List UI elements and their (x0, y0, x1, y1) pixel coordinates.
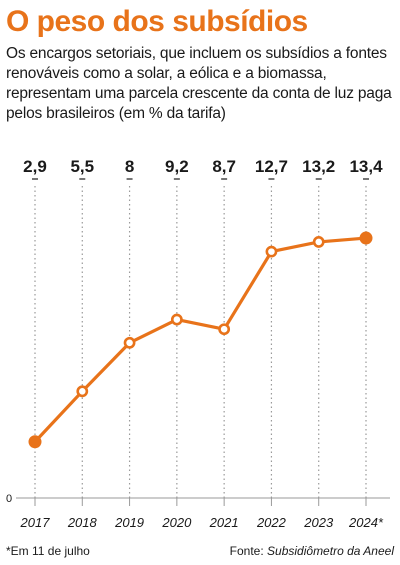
x-tick-label-2021: 2021 (209, 515, 239, 530)
line-chart: 0 2017 2018 2019 2020 2021 2022 2023 2024* 2,9 5,… (6, 160, 390, 530)
axis-layer: 0 2017 2018 2019 2020 2021 2022 2023 2024* (6, 493, 390, 530)
chart-subtitle: Os encargos setoriais, que incluem os su… (6, 45, 392, 122)
source-prefix: Fonte: (229, 544, 268, 558)
y-zero-label: 0 (6, 493, 12, 505)
data-label-2020: 9,2 (165, 160, 189, 176)
x-tick-label-2020: 2020 (161, 515, 192, 530)
data-point-2019 (123, 336, 136, 349)
data-label-2018: 5,5 (70, 160, 94, 176)
data-point-2017 (28, 435, 42, 449)
data-label-2022: 12,7 (255, 160, 288, 176)
data-label-2017: 2,9 (23, 160, 47, 176)
data-point-2020 (170, 313, 183, 326)
data-point-2023 (312, 236, 325, 248)
x-tick-label-2023: 2023 (303, 515, 334, 530)
source-credit: Fonte: Subsidiômetro da Aneel (230, 544, 394, 558)
series-line (33, 236, 368, 444)
x-tick-label-2022: 2022 (256, 515, 287, 530)
data-label-2024*: 13,4 (349, 160, 383, 176)
grid-layer (32, 178, 369, 498)
data-point-2022 (265, 245, 278, 258)
data-label-2019: 8 (125, 160, 134, 176)
data-point-2018 (76, 385, 89, 398)
footnote: *Em 11 de julho (6, 544, 90, 558)
source-name: Subsidiômetro da Aneel (267, 544, 394, 558)
data-label-2021: 8,7 (212, 160, 236, 176)
x-tick-label-2017: 2017 (20, 515, 51, 530)
data-point-2024* (359, 231, 373, 245)
label-layer: 2,9 5,5 8 9,2 8,7 12,7 13,2 13,4 (23, 160, 383, 176)
data-label-2023: 13,2 (302, 160, 335, 176)
x-tick-label-2019: 2019 (114, 515, 144, 530)
line-layer (28, 231, 373, 449)
x-tick-label-2018: 2018 (67, 515, 98, 530)
chart-title: O peso dos subsídios (6, 5, 308, 38)
x-tick-label-2024*: 2024* (348, 515, 384, 530)
data-point-2021 (218, 323, 231, 336)
